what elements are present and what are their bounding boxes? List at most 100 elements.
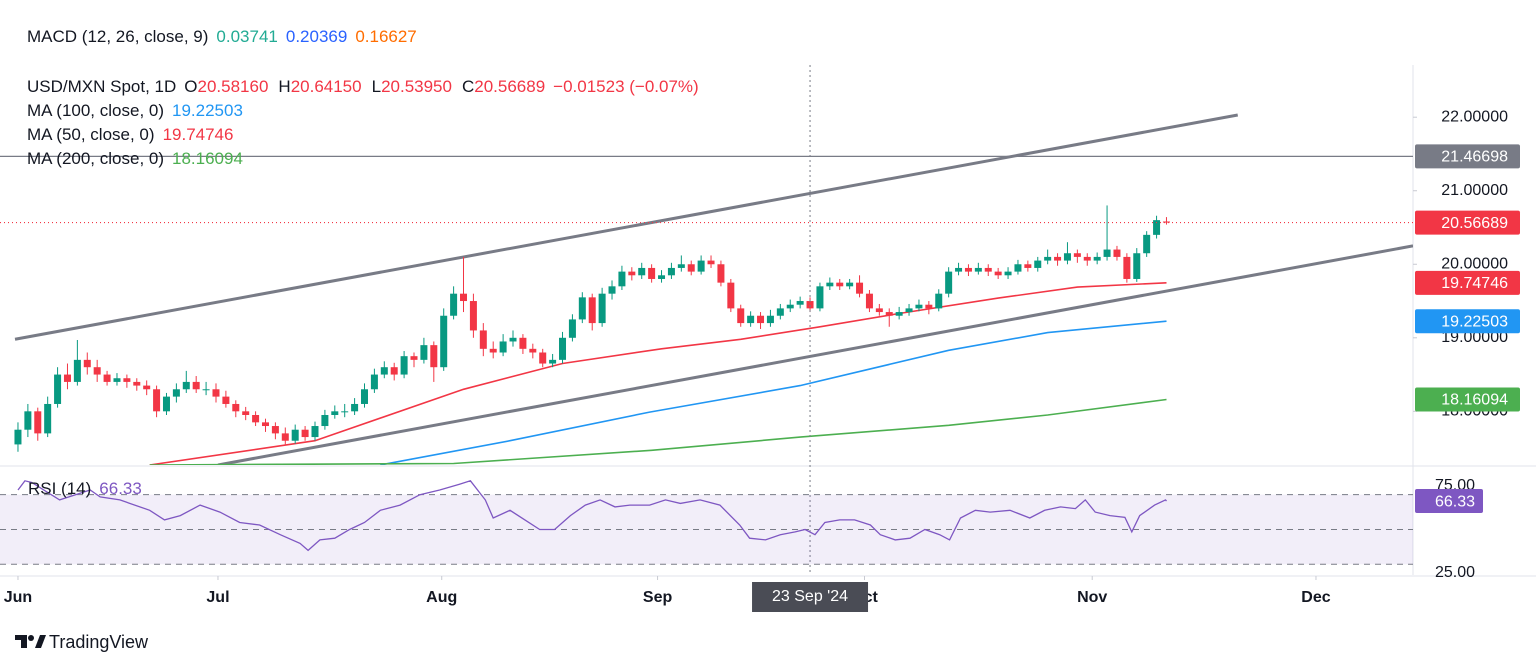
- moving-average: [380, 320, 1167, 465]
- candle-body: [667, 267, 675, 276]
- moving-average: [149, 282, 1167, 465]
- candle-body: [192, 381, 200, 390]
- candle-body: [1063, 253, 1071, 261]
- candle-body: [875, 308, 883, 313]
- candle-body: [974, 267, 982, 272]
- candle-body: [133, 381, 141, 386]
- x-tick-label: Sep: [643, 589, 673, 606]
- candle-body: [648, 267, 656, 279]
- candle-body: [727, 282, 735, 309]
- candle-body: [222, 396, 230, 404]
- candle-body: [677, 264, 685, 268]
- indicator-header: MACD (12, 26, close, 9) 0.03741 0.20369 0.1…: [27, 27, 417, 46]
- candle-body: [479, 330, 487, 349]
- candle-body: [44, 403, 52, 434]
- candle-body: [73, 359, 81, 382]
- indicator-value: 0.16627: [355, 27, 416, 46]
- candle-body: [261, 422, 269, 427]
- ohlc-value: 20.56689: [474, 77, 545, 96]
- ma-value: 18.16094: [172, 149, 243, 168]
- price-badge-label: 18.16094: [1441, 392, 1508, 409]
- ma-value: 19.74746: [163, 125, 234, 144]
- candle-body: [301, 429, 309, 438]
- candle-body: [1004, 271, 1012, 276]
- candle-body: [460, 293, 468, 302]
- candle-body: [440, 315, 448, 368]
- candle-body: [955, 267, 963, 272]
- rsi-badge: [1415, 489, 1483, 514]
- candle-body: [252, 415, 260, 423]
- candle-body: [826, 282, 834, 287]
- candle-body: [776, 308, 784, 316]
- rsi-legend: RSI (14) 66.33: [28, 479, 142, 498]
- price-badge-label: 21.46698: [1441, 149, 1508, 166]
- candle-body: [143, 385, 151, 390]
- x-tick-label: Jun: [4, 589, 32, 606]
- ohlc-label: L: [372, 77, 381, 96]
- candle-body: [895, 312, 903, 316]
- price-badge: [1415, 210, 1520, 235]
- candle-body: [747, 315, 755, 324]
- candle-body: [351, 403, 359, 412]
- candle-body: [54, 374, 62, 404]
- candle-body: [994, 271, 1002, 276]
- ma-legend: MA (100, close, 0) 19.22503: [27, 101, 243, 120]
- y-tick-label: 21.00000: [1441, 182, 1508, 199]
- candle-body: [410, 356, 418, 360]
- x-tick-label: Aug: [426, 589, 457, 606]
- y-tick-label: 22.00000: [1441, 108, 1508, 125]
- candle-body: [1153, 220, 1161, 235]
- candle-body: [123, 378, 131, 382]
- moving-average: [149, 398, 1167, 465]
- candle-body: [1123, 256, 1131, 279]
- price-badge-label: 19.74746: [1441, 275, 1508, 292]
- ohlc-value: 20.64150: [291, 77, 362, 96]
- brand-logo: [15, 635, 46, 648]
- candle-body: [1034, 260, 1042, 268]
- ma-name: MA (100, close, 0): [27, 101, 164, 120]
- rsi-line: [17, 480, 1167, 552]
- ohlc-value: 20.53950: [381, 77, 452, 96]
- x-tick-label: Dec: [1301, 589, 1330, 606]
- candle-body: [915, 304, 923, 309]
- ma-legend: MA (200, close, 0) 18.16094: [27, 149, 243, 168]
- indicator-value: 0.20369: [286, 27, 347, 46]
- rsi-pane: [17, 480, 1167, 552]
- indicator-value: 0.03741: [216, 27, 277, 46]
- candle-body: [291, 429, 299, 441]
- rsi-tick-label: 25.00: [1435, 564, 1475, 581]
- change: −0.01523 (−0.07%): [553, 77, 699, 96]
- candle-body: [1113, 249, 1121, 257]
- candle-body: [836, 282, 844, 287]
- candle-body: [390, 367, 398, 375]
- candle-body: [430, 345, 438, 368]
- candle-body: [242, 411, 250, 415]
- candle-body: [271, 426, 279, 434]
- candle-body: [321, 415, 329, 427]
- candle-body: [153, 389, 161, 412]
- candle-body: [1162, 221, 1170, 223]
- candle-body: [1133, 253, 1141, 279]
- candle-body: [1024, 264, 1032, 268]
- ohlc-label: O: [184, 77, 197, 96]
- price-badge-label: 19.22503: [1441, 313, 1508, 330]
- candle-body: [549, 359, 557, 364]
- candle-body: [905, 308, 913, 313]
- candle-body: [63, 374, 71, 382]
- y-tick-label: 19.00000: [1441, 329, 1508, 346]
- candle-body: [638, 267, 646, 276]
- candle-body: [856, 282, 864, 294]
- candle-body: [420, 345, 428, 360]
- ohlc-label: H: [278, 77, 290, 96]
- candle-body: [786, 304, 794, 309]
- candle-body: [341, 411, 349, 413]
- candle-body: [400, 356, 408, 375]
- price-badge: [1415, 309, 1520, 334]
- ohlc-value: 20.58160: [198, 77, 269, 96]
- candle-body: [1083, 256, 1091, 261]
- ma-legend: MA (50, close, 0) 19.74746: [27, 125, 233, 144]
- trendline: [14, 113, 1239, 341]
- candle-body: [865, 293, 873, 309]
- x-tick-label: Jul: [206, 589, 229, 606]
